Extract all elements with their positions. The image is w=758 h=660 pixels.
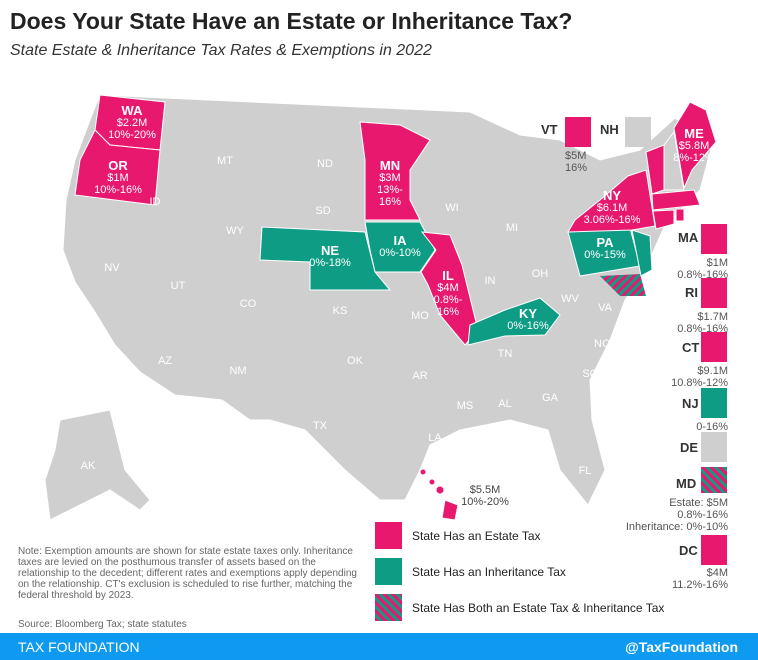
state-label-oh: OH [531,268,549,280]
ri-swatch [701,278,727,308]
footer: TAX FOUNDATION @TaxFoundation [0,633,758,660]
state-label-ca: CA [80,312,96,324]
state-il [420,231,479,346]
state-label-la: LA [428,432,442,444]
label-me: ME $5.8M 8%-12% [673,126,715,164]
state-hi [419,468,459,521]
state-label-mi: MI [505,222,519,234]
state-label-ms: MS [456,400,474,412]
state-label-al: AL [498,398,512,410]
state-label-ks: KS [332,305,348,317]
ct-abbr: CT [682,340,700,355]
state-label-tx: TX [312,420,328,432]
state-label-sd: SD [315,205,331,217]
state-or [74,129,161,206]
label-ne: NE 0%-18% [309,243,351,269]
state-label-ut: UT [170,280,186,292]
state-ny [567,169,656,233]
note-text: Note: Exemption amounts are shown for st… [18,546,357,601]
vt-info: $5M 16% [565,150,588,174]
label-pa: PA 0%-15% [584,235,626,261]
state-label-mo: MO [411,310,429,322]
md-abbr: MD [676,476,697,491]
state-label-in: IN [484,275,496,287]
legend-both: State Has Both an Estate Tax & Inheritan… [375,594,664,621]
state-nj [631,229,653,277]
state-label-nc: NC [594,338,610,350]
dc-info: $4M 11.2%-16% [671,567,728,591]
state-label-wi: WI [445,202,459,214]
state-label-tn: TN [497,348,513,360]
footer-brand: TAX FOUNDATION [18,639,140,655]
state-label-ar: AR [412,370,428,382]
state-label-wv: WV [561,293,579,305]
source-text: Source: Bloomberg Tax; state statutes [18,619,187,630]
label-il: IL $4M 0.8%- 16% [433,268,463,318]
state-label-ga: GA [542,392,558,404]
state-label-nv: NV [104,262,120,274]
state-md [600,274,646,296]
md-info: Estate: $5M 0.8%-16% Inheritance: 0%-10% [625,497,728,533]
state-nh [663,130,685,191]
state-mn [359,121,431,221]
state-label-id: ID [149,196,161,208]
nj-abbr: NJ [682,396,699,411]
label-wa: WA $2.2M 10%-20% [108,103,156,141]
state-ne [259,226,392,291]
state-ky [467,297,561,346]
label-or: OR $1M 10%-16% [94,158,142,196]
state-label-va: VA [598,302,612,314]
state-label-fl: FL [578,465,592,477]
state-label-nd: ND [317,158,333,170]
state-ri [675,208,685,222]
legend-inheritance: State Has an Inheritance Tax [375,558,566,585]
nh-abbr: NH [600,122,619,137]
state-label-ok: OK [347,355,363,367]
label-mn: MN $3M 13%- 16% [377,158,403,208]
state-label-wy: WY [226,225,244,237]
state-me [673,101,717,190]
md-swatch [701,467,727,493]
ct-info: $9.1M 10.8%-12% [671,365,728,389]
state-label-mt: MT [217,155,233,167]
state-ct [652,209,675,230]
de-swatch [701,432,727,462]
page-title: Does Your State Have an Estate or Inheri… [10,8,573,34]
legend-estate: State Has an Estate Tax [375,522,541,549]
nj-swatch [701,388,727,418]
ct-swatch [701,332,727,362]
state-label-co: CO [239,298,257,310]
ma-abbr: MA [678,230,699,245]
label-ny: NY $6.1M 3.06%-16% [583,188,641,226]
page-subtitle: State Estate & Inheritance Tax Rates & E… [10,42,432,59]
vt-abbr: VT [541,122,558,137]
state-label-az: AZ [157,355,173,367]
ma-swatch [701,224,727,254]
label-hi: $5.5M 10%-20% [461,484,509,508]
ri-abbr: RI [685,285,698,300]
dc-swatch [701,535,727,565]
de-abbr: DE [680,440,699,455]
state-label-ak: AK [80,460,96,472]
state-label-sc: SC [582,368,598,380]
nh-swatch [625,117,651,147]
state-ak [44,409,151,521]
nj-info: 0-16% [696,421,728,433]
state-label-nm: NM [229,365,247,377]
label-ia: IA 0%-10% [379,233,421,259]
footer-handle[interactable]: @TaxFoundation [625,639,738,655]
vt-swatch [565,117,591,147]
dc-abbr: DC [679,543,698,558]
state-ma [651,189,701,211]
label-ky: KY 0%-16% [507,306,549,332]
